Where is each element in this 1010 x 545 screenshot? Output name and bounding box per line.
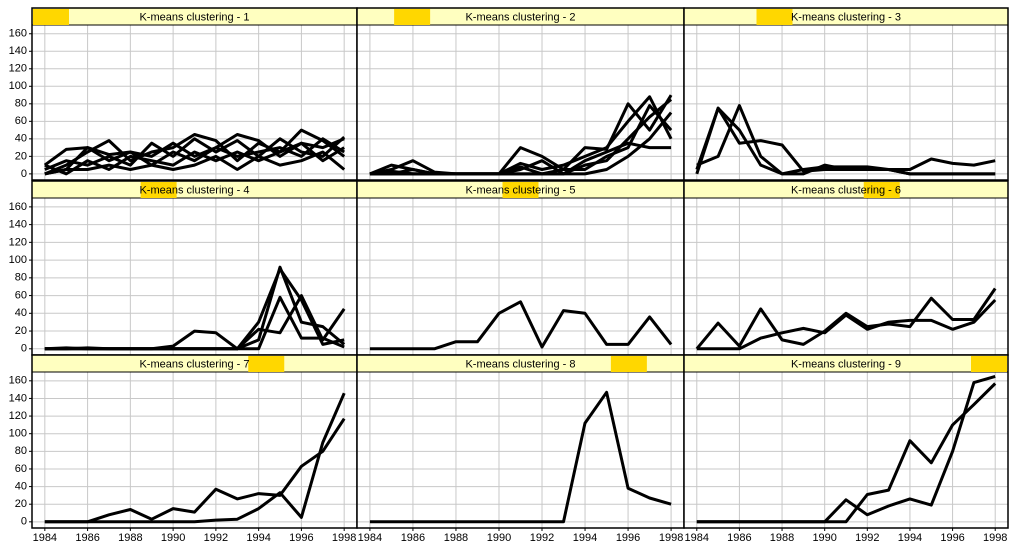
x-tick-label: 1988 bbox=[444, 532, 468, 544]
x-tick-label: 1998 bbox=[332, 532, 356, 544]
panel-title: K-means clustering - 1 bbox=[139, 11, 249, 23]
panel-title: K-means clustering - 9 bbox=[791, 358, 901, 370]
panel-border bbox=[683, 354, 1009, 529]
y-tick-label: 100 bbox=[9, 428, 27, 440]
series-line bbox=[44, 267, 345, 351]
header-indicator bbox=[394, 9, 431, 25]
y-tick-label: 40 bbox=[15, 307, 27, 319]
x-tick-label: 1996 bbox=[616, 532, 640, 544]
x-tick-label: 1986 bbox=[401, 532, 425, 544]
y-tick-label: 140 bbox=[9, 45, 27, 57]
x-tick-label: 1994 bbox=[573, 532, 597, 544]
y-tick-label: 20 bbox=[15, 150, 27, 162]
series-line bbox=[44, 150, 346, 176]
header-indicator bbox=[756, 9, 793, 25]
y-tick-label: 80 bbox=[15, 98, 27, 110]
y-tick-label: 120 bbox=[9, 410, 27, 422]
y-tick-label: 100 bbox=[9, 80, 27, 92]
header-indicator bbox=[502, 182, 539, 198]
x-tick-label: 1986 bbox=[727, 532, 751, 544]
y-tick-label: 20 bbox=[15, 325, 27, 337]
y-tick-label: 160 bbox=[9, 375, 27, 387]
y-tick-label: 140 bbox=[9, 392, 27, 404]
panel-title: K-means clustering - 5 bbox=[465, 184, 575, 196]
x-tick-label: 1992 bbox=[530, 532, 554, 544]
x-tick-label: 1990 bbox=[487, 532, 511, 544]
x-tick-label: 1984 bbox=[358, 532, 382, 544]
x-tick-label: 1996 bbox=[289, 532, 313, 544]
panel-title: K-means clustering - 4 bbox=[139, 184, 249, 196]
x-tick-label: 1988 bbox=[118, 532, 142, 544]
header-indicator bbox=[33, 9, 69, 25]
y-tick-label: 80 bbox=[15, 272, 27, 284]
x-tick-label: 1984 bbox=[33, 532, 57, 544]
series-line bbox=[369, 390, 672, 524]
series-line bbox=[695, 287, 997, 350]
panel-title: K-means clustering - 8 bbox=[465, 358, 575, 370]
x-tick-label: 1992 bbox=[204, 532, 228, 544]
x-tick-label: 1984 bbox=[685, 532, 709, 544]
y-tick-label: 40 bbox=[15, 133, 27, 145]
y-tick-label: 60 bbox=[15, 289, 27, 301]
x-tick-label: 1996 bbox=[940, 532, 964, 544]
header-indicator bbox=[610, 356, 647, 372]
x-tick-label: 1998 bbox=[983, 532, 1007, 544]
x-tick-label: 1986 bbox=[75, 532, 99, 544]
panel-border bbox=[683, 7, 1009, 181]
x-tick-label: 1990 bbox=[161, 532, 185, 544]
y-tick-label: 120 bbox=[9, 63, 27, 75]
y-tick-label: 60 bbox=[15, 115, 27, 127]
x-tick-label: 1990 bbox=[812, 532, 836, 544]
series-line bbox=[696, 104, 996, 176]
panel-title: K-means clustering - 2 bbox=[465, 11, 575, 23]
panel-title: K-means clustering - 6 bbox=[791, 184, 901, 196]
y-tick-label: 100 bbox=[9, 254, 27, 266]
y-tick-label: 60 bbox=[15, 463, 27, 475]
x-tick-label: 1994 bbox=[898, 532, 922, 544]
x-tick-label: 1992 bbox=[855, 532, 879, 544]
series-line bbox=[369, 94, 673, 176]
header-indicator bbox=[971, 356, 1007, 372]
series-line bbox=[44, 137, 345, 176]
series-line bbox=[44, 128, 346, 176]
y-tick-label: 20 bbox=[15, 498, 27, 510]
y-tick-label: 40 bbox=[15, 480, 27, 492]
y-tick-label: 80 bbox=[15, 445, 27, 457]
y-tick-label: 0 bbox=[21, 343, 27, 355]
header-indicator bbox=[140, 182, 177, 198]
y-tick-label: 160 bbox=[9, 28, 27, 40]
x-tick-label: 1988 bbox=[770, 532, 794, 544]
y-tick-label: 140 bbox=[9, 219, 27, 231]
y-tick-label: 0 bbox=[21, 168, 27, 180]
y-tick-label: 120 bbox=[9, 236, 27, 248]
series-line bbox=[696, 382, 997, 524]
panel-title: K-means clustering - 7 bbox=[139, 358, 249, 370]
header-indicator bbox=[248, 356, 285, 372]
series-line bbox=[44, 417, 346, 524]
x-tick-label: 1998 bbox=[659, 532, 683, 544]
series-line bbox=[44, 392, 346, 524]
series-line bbox=[44, 141, 345, 176]
y-tick-label: 0 bbox=[21, 516, 27, 528]
header-indicator bbox=[863, 182, 900, 198]
series-line bbox=[369, 300, 673, 351]
series-line bbox=[696, 298, 997, 351]
panel-title: K-means clustering - 3 bbox=[791, 11, 901, 23]
y-tick-label: 160 bbox=[9, 201, 27, 213]
series-line bbox=[369, 141, 672, 176]
x-tick-label: 1994 bbox=[246, 532, 270, 544]
